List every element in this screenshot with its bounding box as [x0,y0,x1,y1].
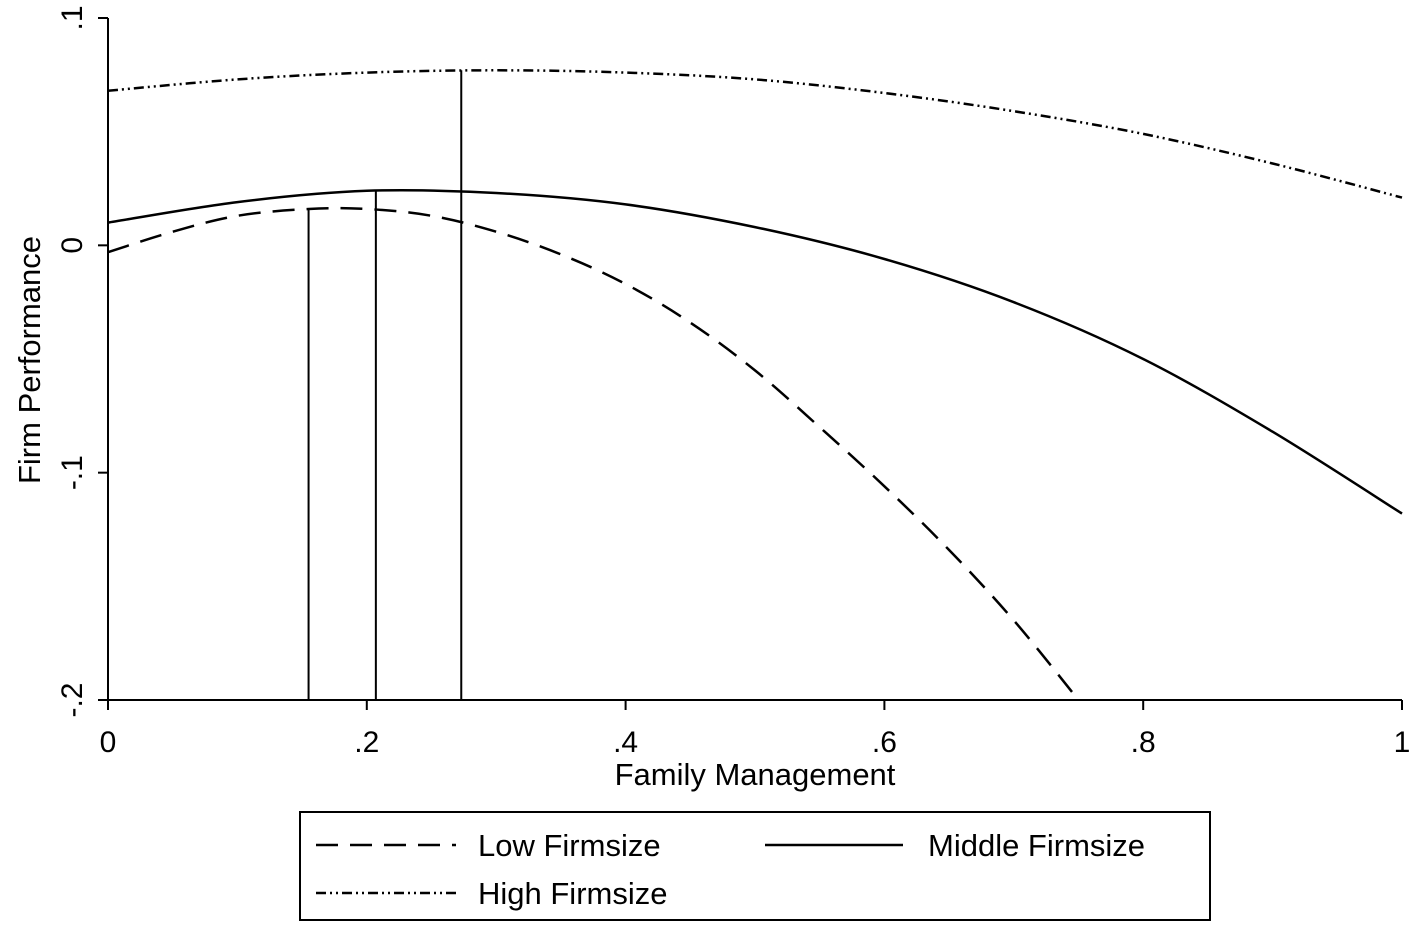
legend: Low Firmsize Middle Firmsize High Firmsi… [299,811,1211,921]
series-line-high-firmsize [107,69,1403,199]
y-tick-label: 0 [56,237,89,254]
x-tick-label: .8 [1131,726,1156,759]
y-axis-ticks: -.2 -.1 0 .1 [56,5,108,718]
y-tick-label: .1 [56,5,89,30]
series-line-middle-firmsize [107,188,1403,515]
legend-label-low-firmsize: Low Firmsize [478,828,661,863]
legend-box [299,811,1211,921]
series-lines [107,69,1403,701]
plot-area: -.2 -.1 0 .1 0 .2 .4 .6 .8 1 [56,5,1410,759]
x-tick-label: .6 [872,726,897,759]
y-tick-label: -.1 [56,455,89,490]
x-tick-label: .4 [613,726,638,759]
x-axis-title: Family Management [615,757,896,792]
y-axis-title: Firm Performance [12,236,47,484]
x-tick-label: 1 [1394,726,1411,759]
x-axis-ticks: 0 .2 .4 .6 .8 1 [100,700,1411,759]
x-tick-label: 0 [100,726,117,759]
reference-lines [307,70,463,700]
y-tick-label: -.2 [56,682,89,717]
x-tick-label: .2 [354,726,379,759]
series-line-low-firmsize [107,206,1080,701]
legend-label-high-firmsize: High Firmsize [478,876,667,911]
legend-label-middle-firmsize: Middle Firmsize [928,828,1145,863]
